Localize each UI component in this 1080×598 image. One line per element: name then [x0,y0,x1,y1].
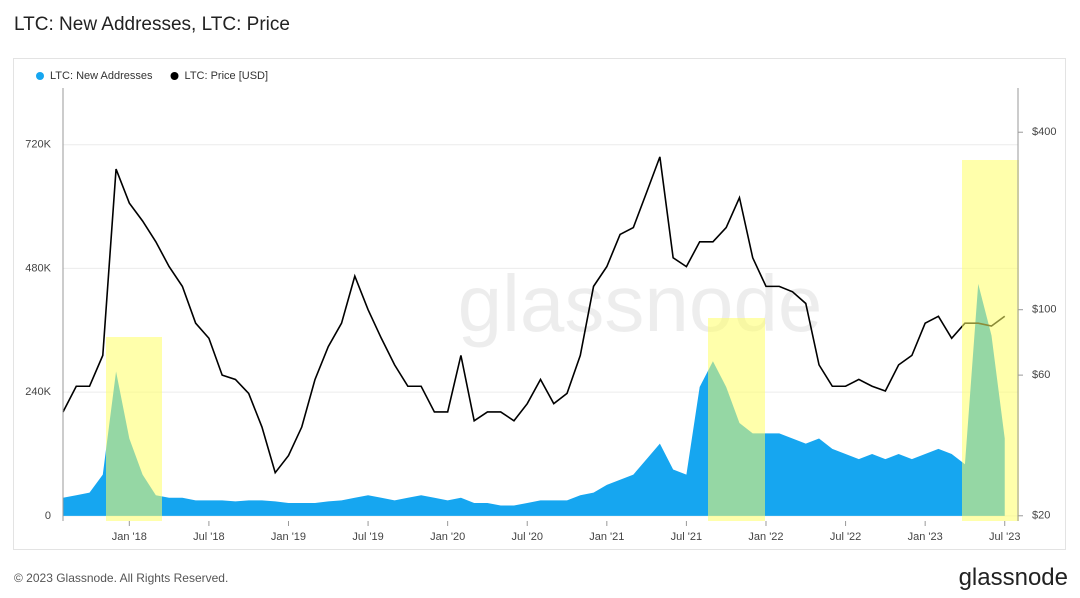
plot [62,156,1006,516]
legend-swatch [170,72,179,80]
axes: 0 240K 480K 720K $20 $60 $100 $400 Jan '18 Jul '1… [25,88,1056,543]
legend-swatch [36,72,44,80]
y-tick-label: 480K [25,262,51,274]
brand-logo: glassnode [959,564,1068,591]
highlight [708,318,765,521]
y2-tick-label: $100 [1032,304,1056,316]
highlight [106,337,162,521]
footer: © 2023 Glassnode. All Rights Reserved. [14,571,228,585]
y-tick-label: 0 [45,510,51,522]
chart-frame [13,58,1066,550]
watermark: glassnode [458,259,823,348]
x-tick-label: Jul '22 [830,531,861,543]
legend: LTC: New Addresses LTC: Price [USD] [36,70,268,82]
x-tick-label: Jan '23 [908,531,943,543]
legend-label: LTC: New Addresses [50,70,153,82]
x-tick-label: Jan '21 [589,531,624,543]
x-tick-label: Jan '22 [748,531,783,543]
x-tick-label: Jul '21 [671,531,702,543]
y2-tick-label: $20 [1032,510,1050,522]
x-tick-label: Jan '19 [271,531,306,543]
y-tick-label: 240K [25,386,51,398]
y-tick-label: 720K [25,139,51,151]
y2-tick-label: $60 [1032,369,1050,381]
x-tick-label: Jul '19 [352,531,383,543]
x-tick-label: Jan '18 [112,531,147,543]
line [62,156,1006,475]
y2-tick-label: $400 [1032,126,1056,138]
x-tick-label: Jul '23 [989,531,1020,543]
x-tick-label: Jan '20 [430,531,465,543]
highlight [962,160,1019,521]
x-tick-label: Jul '20 [512,531,543,543]
chart-title: LTC: New Addresses, LTC: Price [14,14,290,35]
legend-label: LTC: Price [USD] [185,70,269,82]
area [63,283,1005,516]
highlights [106,160,1019,521]
x-tick-label: Jul '18 [193,531,224,543]
